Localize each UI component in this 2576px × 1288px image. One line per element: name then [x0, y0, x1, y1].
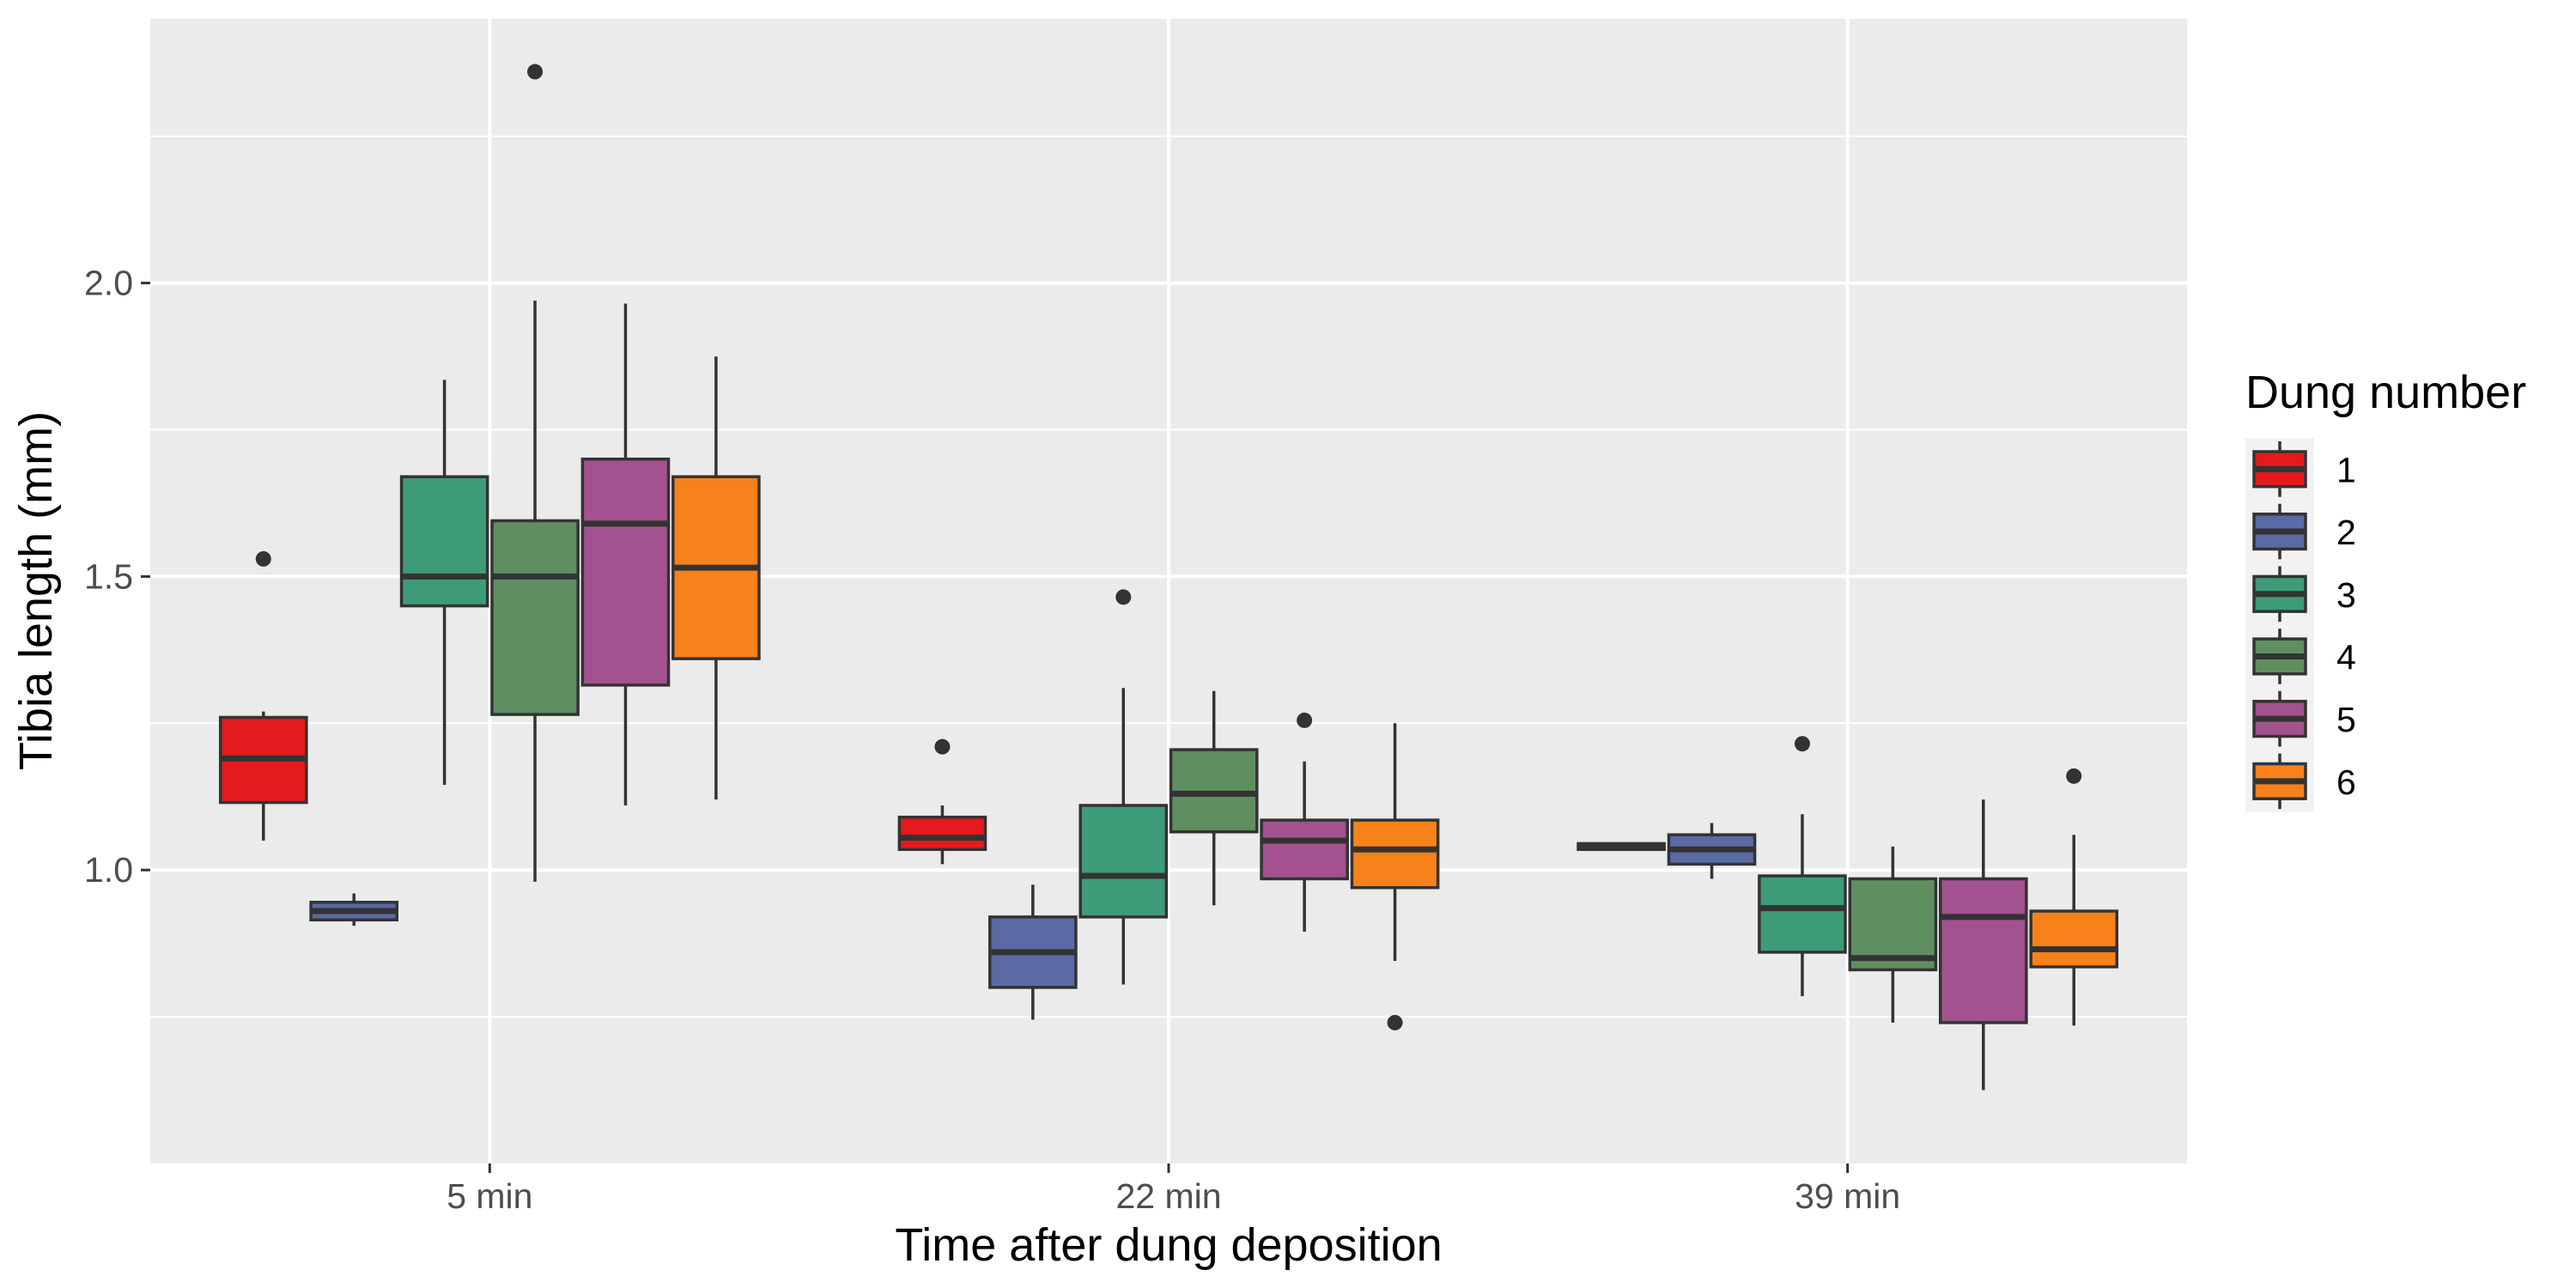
- box-iqr: [1848, 877, 1938, 972]
- legend-label-5: 5: [2336, 700, 2356, 739]
- box-dung-2-1: [988, 884, 1078, 1020]
- legend-item-5: 5: [2252, 690, 2356, 747]
- outlier-point-0: [255, 550, 271, 567]
- y-tick-label-0: 1.0: [84, 850, 133, 890]
- x-axis: 5 min 22 min 39 min: [447, 1163, 1900, 1216]
- outlier-point-0: [527, 64, 544, 80]
- legend-item-2: 2: [2252, 503, 2356, 560]
- box-dung-1-0: [218, 550, 308, 841]
- legend-label-1: 1: [2336, 450, 2356, 489]
- box-dung-1-1: [897, 738, 987, 865]
- outlier-point-0: [1297, 712, 1313, 728]
- legend-item-3: 3: [2252, 566, 2356, 623]
- box-iqr: [1758, 874, 1847, 954]
- box-iqr: [1260, 818, 1349, 881]
- legend-key-background: [2245, 438, 2314, 812]
- legend-title: Dung number: [2245, 367, 2526, 418]
- box-dung-3-0: [399, 380, 489, 786]
- legend-item-1: 1: [2252, 441, 2356, 497]
- boxplot-series: [218, 64, 2119, 1091]
- box-dung-4-1: [1169, 690, 1259, 906]
- box-dung-4-0: [490, 64, 580, 882]
- x-axis-title: Time after dung deposition: [895, 1219, 1442, 1271]
- box-dung-5-2: [1938, 799, 2028, 1091]
- legend-label-2: 2: [2336, 513, 2356, 552]
- box-dung-5-1: [1260, 712, 1349, 932]
- y-axis-title: Tibia length (mm): [10, 411, 62, 770]
- outlier-point-0: [2066, 768, 2082, 784]
- outlier-point-0: [1794, 736, 1810, 752]
- box-iqr: [580, 457, 671, 687]
- box-dung-2-2: [1667, 823, 1757, 879]
- box-iqr: [490, 519, 580, 716]
- legend-label-3: 3: [2336, 575, 2356, 615]
- box-dung-3-2: [1758, 736, 1847, 997]
- box-dung-3-1: [1078, 589, 1169, 985]
- y-axis: 1.0 1.5 2.0: [84, 264, 150, 890]
- box-iqr: [1078, 804, 1169, 919]
- legend-label-6: 6: [2336, 762, 2356, 802]
- x-tick-label-0: 5 min: [447, 1176, 532, 1216]
- legend-items: 1 2 3 4 5 6: [2252, 441, 2356, 810]
- legend: Dung number 1 2 3 4 5 6: [2245, 367, 2526, 812]
- box-dung-6-0: [671, 356, 761, 800]
- outlier-point-0: [1115, 589, 1132, 605]
- x-tick-label-2: 39 min: [1795, 1176, 1900, 1216]
- box-dung-6-1: [1350, 723, 1440, 1030]
- box-iqr: [897, 815, 987, 852]
- y-tick-label-1: 1.5: [84, 556, 133, 596]
- box-iqr: [399, 475, 489, 608]
- y-tick-label-2: 2.0: [84, 264, 133, 303]
- box-dung-1-2: [1577, 841, 1666, 852]
- box-iqr: [1350, 818, 1440, 890]
- box-dung-4-2: [1848, 846, 1938, 1023]
- legend-item-6: 6: [2252, 753, 2356, 810]
- outlier-point-0: [1387, 1014, 1403, 1030]
- box-dung-5-0: [580, 303, 671, 806]
- box-dung-2-0: [309, 893, 399, 927]
- box-dung-6-2: [2029, 768, 2119, 1026]
- legend-label-4: 4: [2336, 637, 2356, 677]
- grid-lines: [150, 19, 2187, 1163]
- legend-item-4: 4: [2252, 629, 2356, 684]
- x-tick-label-1: 22 min: [1115, 1176, 1221, 1216]
- outlier-point-0: [934, 738, 951, 755]
- box-iqr: [2029, 909, 2119, 969]
- box-iqr: [1938, 877, 2028, 1024]
